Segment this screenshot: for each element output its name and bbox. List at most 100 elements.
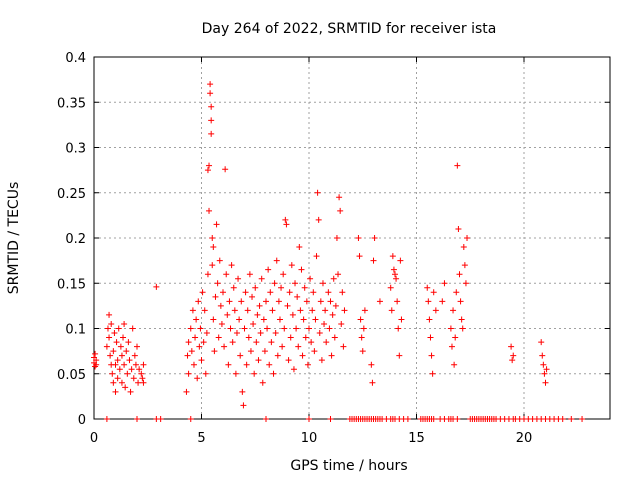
data-point <box>249 293 256 300</box>
data-point <box>404 416 411 422</box>
data-point <box>298 266 305 273</box>
data-point <box>238 298 245 305</box>
data-point <box>426 316 433 323</box>
data-point <box>221 343 228 350</box>
data-markers <box>91 81 586 422</box>
data-point <box>509 357 516 364</box>
x-tick-label: 5 <box>197 431 205 446</box>
data-point <box>317 298 324 305</box>
data-point <box>245 334 252 341</box>
data-point <box>279 343 286 350</box>
data-point <box>103 343 110 350</box>
data-point <box>328 352 335 359</box>
data-point <box>538 339 545 346</box>
data-point <box>222 166 229 173</box>
data-point <box>368 361 375 368</box>
data-point <box>357 316 364 323</box>
data-point <box>112 388 119 395</box>
data-point <box>285 357 292 364</box>
data-point <box>195 298 202 305</box>
data-point <box>253 339 260 346</box>
data-point <box>140 361 147 368</box>
data-point <box>201 307 208 314</box>
data-point <box>217 302 224 309</box>
data-point <box>396 352 403 359</box>
data-point <box>459 325 466 332</box>
data-point <box>451 361 458 368</box>
x-tick-label: 15 <box>408 431 425 446</box>
data-point <box>387 284 394 291</box>
data-point <box>252 284 259 291</box>
data-point <box>289 311 296 318</box>
data-point <box>121 361 128 368</box>
data-point <box>199 289 206 296</box>
data-point <box>361 307 368 314</box>
y-tick-label: 0.35 <box>57 96 86 111</box>
data-point <box>239 388 246 395</box>
data-point <box>187 325 194 332</box>
axis-ticks: 0 0.05 0.1 0.15 0.2 0.25 0.3 0.35 0.4 0 5 10 15 20 <box>57 51 610 446</box>
data-point <box>340 343 347 350</box>
data-point <box>247 348 254 355</box>
data-point <box>282 216 289 223</box>
data-point <box>208 117 215 124</box>
data-point <box>425 298 432 305</box>
data-point <box>280 271 287 278</box>
data-point <box>189 307 196 314</box>
data-point <box>224 311 231 318</box>
data-point <box>300 316 307 323</box>
data-point <box>392 271 398 278</box>
data-point <box>123 348 130 355</box>
data-point <box>230 284 237 291</box>
data-point <box>398 316 405 323</box>
data-point <box>209 235 216 241</box>
data-point <box>327 298 334 305</box>
data-point <box>232 370 239 377</box>
data-point <box>333 235 340 241</box>
data-point <box>297 307 304 314</box>
data-point <box>237 352 244 359</box>
data-point <box>287 334 294 341</box>
x-tick-label: 20 <box>516 431 533 446</box>
y-tick-label: 0.2 <box>65 232 86 247</box>
data-point <box>439 298 446 305</box>
data-point <box>134 343 140 350</box>
data-point <box>111 330 118 337</box>
data-point <box>543 366 550 373</box>
data-point <box>332 302 339 309</box>
data-point <box>393 275 400 282</box>
data-point <box>185 339 192 346</box>
data-point <box>427 334 434 341</box>
data-point <box>263 416 269 422</box>
data-point <box>428 352 435 359</box>
data-point <box>376 298 383 305</box>
data-point <box>185 370 192 377</box>
data-point <box>197 325 204 332</box>
data-point <box>273 257 280 264</box>
data-point <box>276 316 283 323</box>
data-point <box>358 334 365 341</box>
x-tick-label: 0 <box>90 431 98 446</box>
data-point <box>455 225 462 232</box>
data-point <box>388 307 395 314</box>
data-point <box>215 334 222 341</box>
data-point <box>267 289 274 296</box>
data-point <box>319 280 326 287</box>
data-point <box>229 339 236 346</box>
plot-frame <box>93 56 611 420</box>
data-point <box>271 280 278 287</box>
data-point <box>122 384 129 391</box>
data-point <box>260 316 267 323</box>
data-point <box>106 311 113 318</box>
data-point <box>250 320 257 327</box>
data-point <box>315 216 322 223</box>
data-point <box>212 293 219 300</box>
data-point <box>270 370 277 377</box>
data-point <box>359 348 366 355</box>
data-point <box>110 379 117 386</box>
data-point <box>360 325 367 332</box>
data-point <box>242 289 249 296</box>
data-point <box>240 402 247 409</box>
data-point <box>153 283 160 290</box>
data-point <box>193 316 200 323</box>
